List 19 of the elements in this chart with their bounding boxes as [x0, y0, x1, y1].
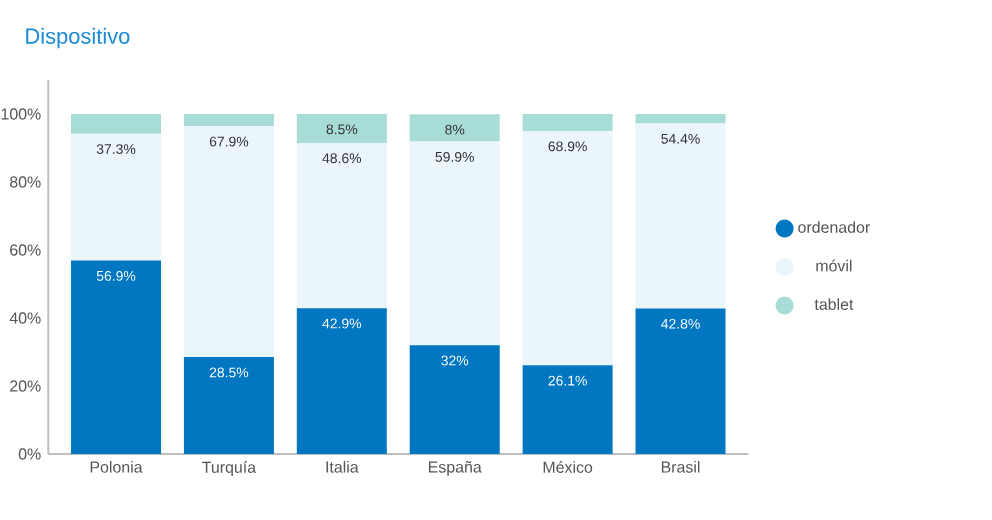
- bar: [71, 133, 162, 261]
- bar: [522, 130, 613, 366]
- bar: [635, 123, 726, 309]
- bar: [296, 308, 387, 454]
- bar: [409, 345, 500, 454]
- bar: [183, 126, 274, 358]
- bar: [409, 141, 500, 346]
- bar: [296, 142, 387, 309]
- chart-title: Dispositivo: [26, 27, 130, 49]
- bar: [522, 365, 613, 454]
- bar: [522, 113, 613, 131]
- bar: [635, 308, 726, 454]
- bar: [71, 113, 162, 134]
- bar: [71, 260, 162, 454]
- bar: [183, 113, 274, 127]
- bar: [409, 114, 500, 142]
- bar: [635, 113, 726, 124]
- bar: [296, 113, 387, 143]
- bar: [183, 357, 274, 454]
